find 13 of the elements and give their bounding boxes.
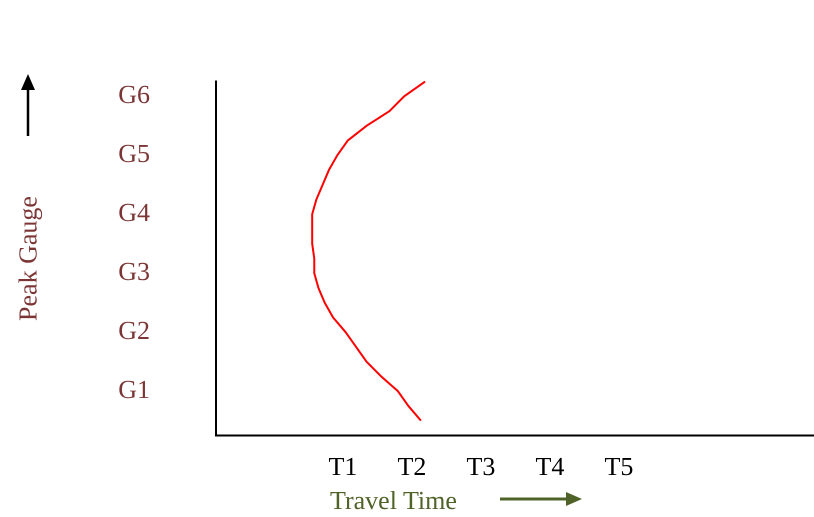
y-tick-label: G2 bbox=[118, 316, 150, 346]
x-axis-title: Travel Time bbox=[330, 486, 457, 516]
y-tick-label: G1 bbox=[118, 375, 150, 404]
text: T1 bbox=[328, 452, 358, 482]
y-axis-title: Peak Gauge bbox=[13, 196, 42, 321]
y-tick-label: G5 bbox=[118, 139, 150, 168]
text: T5 bbox=[604, 452, 634, 482]
text: T2 bbox=[398, 452, 426, 482]
y-tick-label: G4 bbox=[118, 198, 150, 228]
y-tick-label: G3 bbox=[118, 257, 150, 286]
y-tick-label: G6 bbox=[118, 80, 150, 110]
text: T3 bbox=[466, 452, 496, 482]
text: T4 bbox=[536, 452, 564, 482]
